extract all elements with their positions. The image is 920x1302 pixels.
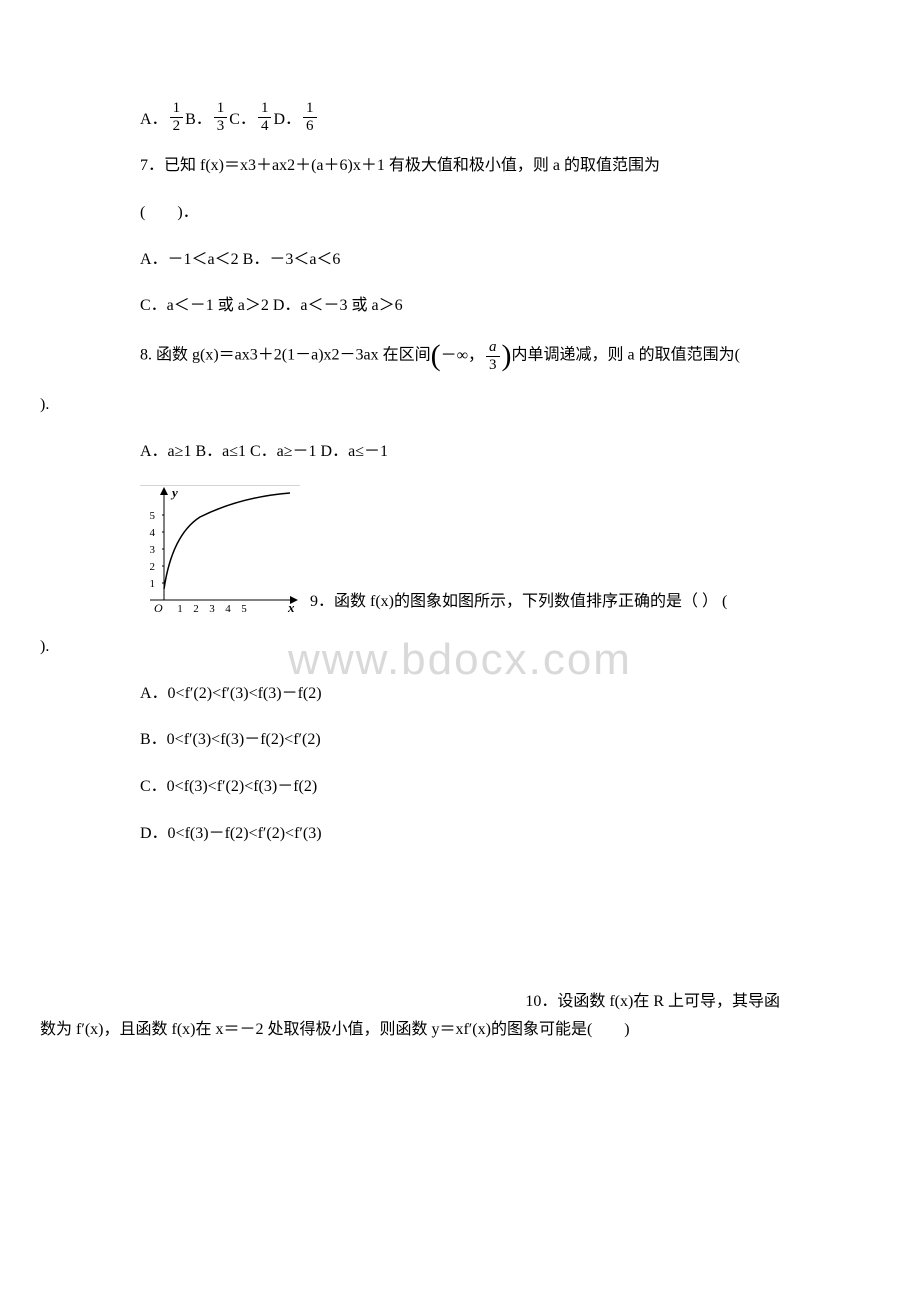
q9-opt-a: A．0<f′(2)<f′(3)<f(3)－f(2)	[100, 680, 820, 709]
q7-opt-cd: C．a＜－1 或 a＞2 D．a＜－3 或 a＞6	[100, 292, 820, 321]
svg-text:3: 3	[150, 544, 156, 556]
q7-opt-ab: A．－1＜a＜2 B．－3＜a＜6	[100, 246, 820, 275]
q9-close: ).	[40, 633, 820, 662]
q10-block: 10．设函数 f(x)在 R 上可导，其导函 数为 f′(x)，且函数 f(x)…	[100, 987, 820, 1039]
opt-d-label: D．	[273, 105, 301, 129]
q9-stem: 9．函数 f(x)的图象如图所示，下列数值排序正确的是（ ） (	[310, 587, 820, 615]
frac-b: 1 3	[214, 100, 228, 134]
function-graph: 5 4 3 2 1 1 2 3 4 5 O y x	[140, 485, 300, 615]
frac-d: 1 6	[303, 100, 317, 134]
q8-options: A．a≥1 B．a≤1 C．a≥－1 D．a≤－1	[100, 438, 820, 467]
svg-text:O: O	[154, 601, 163, 615]
q9-opt-d: D．0<f(3)－f(2)<f′(2)<f′(3)	[100, 820, 820, 849]
opt-a-label: A．	[140, 105, 168, 129]
q8-stem: 8. 函数 g(x)＝ax3＋2(1－a)x2－3ax 在区间(－∞，a3)内单…	[40, 339, 820, 373]
svg-text:5: 5	[150, 510, 156, 522]
q7-stem-2: ( )．	[100, 199, 820, 228]
q9-opt-c: C．0<f(3)<f′(2)<f(3)－f(2)	[100, 773, 820, 802]
frac-a: 1 2	[170, 100, 184, 134]
q9-row: 5 4 3 2 1 1 2 3 4 5 O y x	[100, 485, 820, 615]
svg-text:1: 1	[150, 578, 156, 590]
frac-c: 1 4	[258, 100, 272, 134]
opt-b-label: B．	[185, 105, 212, 129]
q8-close: ).	[40, 391, 820, 420]
svg-text:2: 2	[193, 603, 199, 615]
q10-line1: 10．设函数 f(x)在 R 上可导，其导函	[100, 987, 820, 1011]
interval: (－∞，a3)	[431, 339, 512, 373]
q6-options: A． 1 2 B． 1 3 C． 1 4 D． 1 6	[100, 100, 820, 134]
q9-opt-b: B．0<f′(3)<f(3)－f(2)<f′(2)	[100, 726, 820, 755]
svg-text:1: 1	[177, 603, 183, 615]
q7-stem-1: 7．已知 f(x)＝x3＋ax2＋(a＋6)x＋1 有极大值和极小值，则 a 的…	[100, 152, 820, 181]
svg-text:2: 2	[150, 561, 156, 573]
q10-line2: 数为 f′(x)，且函数 f(x)在 x＝－2 处取得极小值，则函数 y＝xf′…	[40, 1015, 820, 1039]
svg-text:3: 3	[209, 603, 215, 615]
svg-text:4: 4	[225, 603, 231, 615]
svg-text:y: y	[170, 485, 178, 500]
frac-a3: a3	[486, 339, 500, 373]
svg-text:x: x	[287, 600, 295, 615]
svg-text:4: 4	[150, 527, 156, 539]
svg-text:5: 5	[241, 603, 247, 615]
opt-c-label: C．	[229, 105, 256, 129]
